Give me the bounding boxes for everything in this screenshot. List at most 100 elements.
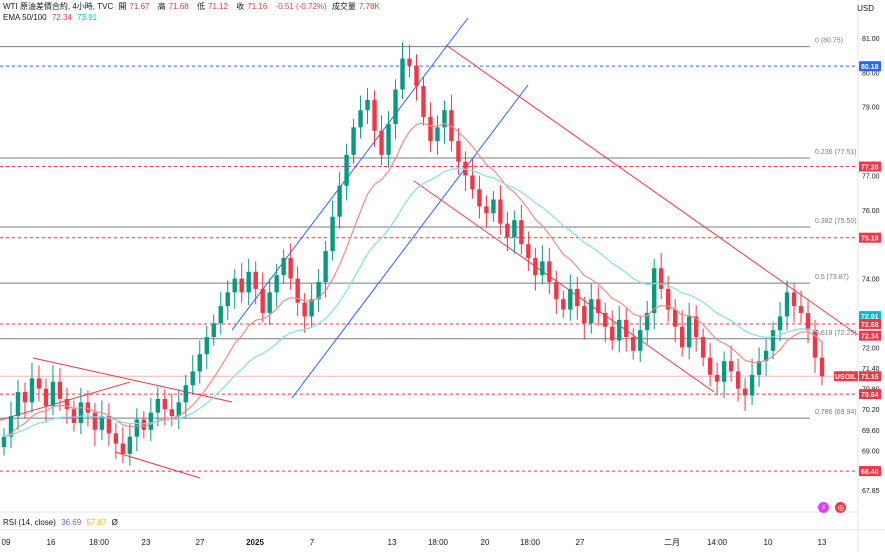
candle-body xyxy=(204,337,209,355)
candle-body xyxy=(281,257,286,276)
price-tag-label: 72.91 xyxy=(861,314,879,321)
candle-body xyxy=(477,189,482,207)
candle-body xyxy=(533,257,538,276)
candle-body xyxy=(176,402,181,417)
rsi-value: 36.69 xyxy=(61,518,82,527)
candle-body xyxy=(162,398,168,410)
candle-body xyxy=(575,288,580,307)
ema50-value: 72.34 xyxy=(51,13,72,22)
candle-body xyxy=(274,275,279,293)
candle-body xyxy=(351,127,356,155)
price-tag-label: 72.68 xyxy=(861,322,879,329)
rsi-label: RSI (14, close) xyxy=(3,518,56,527)
candle-body xyxy=(784,292,790,317)
candle-body xyxy=(253,271,258,289)
candle-body xyxy=(624,319,629,338)
high-value: 71.68 xyxy=(168,2,189,11)
candle-body xyxy=(169,409,174,417)
x-tick-label: 18:00 xyxy=(428,538,449,547)
fib-label-4: 0.618 (72.25) xyxy=(815,330,857,337)
ohlc-legend: WTI 原油差價合約, 4小時, TVC 開 71.67 高 71.68 低 71.1… xyxy=(3,2,380,11)
ema-legend[interactable]: EMA 50/100 72.34 73.91 xyxy=(3,13,100,23)
candle-body xyxy=(260,288,265,313)
candle-body xyxy=(589,299,594,324)
price-tag-box xyxy=(859,389,881,400)
x-tick-label: 23 xyxy=(142,538,151,547)
rsi-legend[interactable]: RSI (14, close) 36.69 57.87 Ø xyxy=(3,518,121,528)
candle-body xyxy=(470,175,475,190)
candle-body xyxy=(777,316,783,331)
low-value: 71.12 xyxy=(208,2,229,11)
candle-body xyxy=(672,309,678,327)
candle-body xyxy=(211,323,216,338)
x-tick-label: 27 xyxy=(576,538,585,547)
volume-value: 7.78K xyxy=(358,2,380,11)
rsi-extra: Ø xyxy=(111,518,118,527)
candle-body xyxy=(442,110,447,128)
price-tag-label: 80.18 xyxy=(861,64,879,71)
candle-body xyxy=(379,130,384,155)
candle-body xyxy=(8,416,14,437)
symbol-label[interactable]: WTI 原油差價合約, 4小時, TVC xyxy=(3,2,114,11)
price-tag-box xyxy=(859,61,881,72)
trendline-1 xyxy=(291,84,529,399)
y-tick-label: 72.00 xyxy=(862,345,880,352)
candle-body xyxy=(526,244,531,258)
x-tick-label: 18:00 xyxy=(89,538,110,547)
candle-body xyxy=(36,378,42,389)
candle-body xyxy=(106,416,112,434)
y-tick-label: 69.00 xyxy=(862,448,880,455)
candle-body xyxy=(596,299,601,313)
candle-body xyxy=(183,385,188,403)
candle-body xyxy=(316,282,321,300)
trendline-3 xyxy=(413,180,715,393)
ema-label: EMA 50/100 xyxy=(3,13,47,22)
candle-body xyxy=(638,330,643,351)
candle-body xyxy=(645,312,650,331)
y-tick-label: 76.00 xyxy=(862,208,880,215)
candle-body xyxy=(197,354,202,372)
price-tag-label: 75.19 xyxy=(861,236,879,243)
currency-label[interactable]: USD xyxy=(857,4,874,13)
candle-body xyxy=(631,337,636,351)
ema100-value: 73.91 xyxy=(77,13,98,22)
candle-body xyxy=(791,292,797,307)
symbol-tag-box xyxy=(834,371,858,382)
candle-body xyxy=(582,306,587,324)
candle-body xyxy=(414,65,419,87)
y-tick-label: 74.00 xyxy=(862,277,880,284)
candle-body xyxy=(365,99,370,111)
y-tick-label: 70.20 xyxy=(862,407,880,414)
price-tag-box xyxy=(859,311,881,322)
candle-body xyxy=(742,388,748,396)
alert-icon[interactable]: ◎ xyxy=(835,502,847,513)
candle-body xyxy=(819,357,825,377)
candle-body xyxy=(686,316,692,348)
candle-body xyxy=(127,436,133,454)
candle-body xyxy=(505,223,510,238)
candle-body xyxy=(700,337,706,358)
candle-body xyxy=(386,123,391,155)
lightning-icon[interactable]: ⚡ xyxy=(818,502,829,513)
fib-label-1: 0.236 (77.51) xyxy=(815,149,857,156)
price-tag-box xyxy=(859,232,881,243)
candle-body xyxy=(57,381,63,399)
x-tick-label: 13 xyxy=(388,538,397,547)
x-tick-label: 7 xyxy=(310,538,315,547)
symbol-tag-label: USOIL xyxy=(835,374,857,381)
trendline-0 xyxy=(231,17,469,331)
candle-body xyxy=(435,127,440,142)
candle-body xyxy=(665,288,671,310)
y-tick-label: 81.00 xyxy=(862,36,880,43)
candle-body xyxy=(400,58,405,90)
candle-body xyxy=(561,299,566,310)
candle-body xyxy=(295,278,300,303)
candle-body xyxy=(309,299,314,317)
candle-body xyxy=(99,416,105,430)
candle-body xyxy=(302,302,307,317)
candle-body xyxy=(652,268,657,313)
candle-body xyxy=(693,316,699,338)
y-tick-label: 69.60 xyxy=(862,428,880,435)
y-tick-label: 71.40 xyxy=(862,366,880,373)
